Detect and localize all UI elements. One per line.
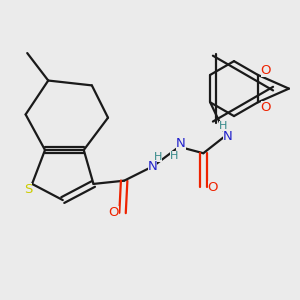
- Text: O: O: [261, 64, 271, 76]
- Text: H: H: [154, 152, 162, 162]
- Text: N: N: [148, 160, 158, 173]
- Text: H: H: [170, 151, 178, 161]
- Text: O: O: [108, 206, 119, 220]
- Text: N: N: [223, 130, 232, 142]
- Text: S: S: [24, 183, 32, 196]
- Text: O: O: [261, 101, 271, 114]
- Text: H: H: [218, 121, 227, 131]
- Text: O: O: [208, 181, 218, 194]
- Text: N: N: [176, 137, 186, 150]
